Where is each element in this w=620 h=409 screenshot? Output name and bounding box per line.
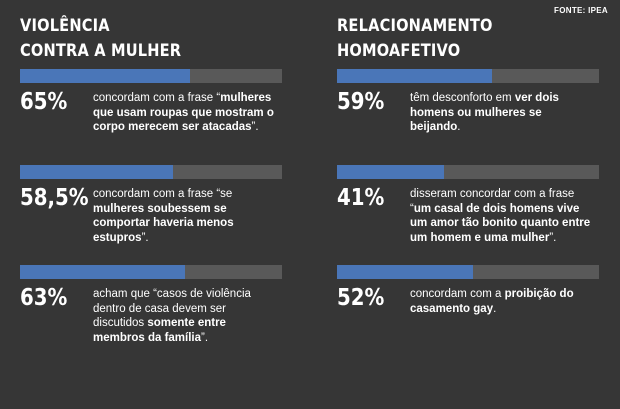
column-title: RELACIONAMENTO HOMOAFETIVO [337, 14, 493, 64]
column-title: VIOLÊNCIA CONTRA A MULHER [20, 14, 181, 64]
stat-description: disseram concordar com a frase “um casal… [410, 187, 592, 245]
progress-bar-fill [337, 265, 474, 279]
stat-percent: 65% [20, 89, 68, 115]
progress-bar-fill [337, 69, 492, 83]
body-text: ”. [201, 331, 209, 344]
progress-bar [20, 265, 282, 279]
progress-bar [337, 265, 599, 279]
column-title-line: CONTRA A MULHER [20, 41, 182, 61]
stat-description: concordam com a frase “se mulheres soube… [93, 187, 275, 245]
stat-description: concordam com a proibição do casamento g… [410, 287, 592, 316]
emphasis-text: mulheres soubessem se comportar haveria … [93, 202, 234, 244]
emphasis-text: somente entre membros da família [93, 317, 226, 344]
body-text: têm desconforto em [410, 92, 515, 104]
emphasis-text: proibição do casamento gay [410, 288, 574, 315]
progress-bar [20, 69, 282, 83]
progress-bar-fill [20, 165, 174, 179]
emphasis-text: ver dois homens ou mulheres se beijando [410, 92, 559, 133]
body-text: . [457, 121, 461, 133]
emphasis-text: mulheres que usam roupas que mostram o c… [93, 92, 274, 133]
stat-description: acham que “casos de violência dentro de … [93, 287, 275, 345]
progress-bar-fill [20, 265, 186, 279]
body-text: disseram concordar com a frase “ [410, 188, 575, 215]
emphasis-text: um casal de dois homens vive um amor tão… [410, 202, 591, 244]
stat-percent: 58,5% [20, 185, 89, 211]
body-text: concordam com a frase “ [93, 92, 221, 104]
body-text: ”. [549, 231, 557, 244]
stat-percent: 59% [337, 89, 385, 115]
stat-description: têm desconforto em ver dois homens ou mu… [410, 91, 592, 135]
stat-description: concordam com a frase “mulheres que usam… [93, 91, 275, 135]
body-text: . [493, 302, 497, 315]
column-title-line: VIOLÊNCIA [20, 16, 110, 36]
progress-bar [20, 165, 282, 179]
body-text: acham que “casos de violência dentro de … [93, 288, 251, 329]
stat-percent: 52% [337, 285, 385, 311]
source-credit: FONTE: IPEA [554, 6, 608, 15]
body-text: ”. [141, 231, 149, 244]
progress-bar-fill [20, 69, 191, 83]
stat-percent: 63% [20, 285, 68, 311]
body-text: concordam com a frase “se [93, 188, 233, 200]
body-text: concordam com a [410, 288, 505, 300]
column-title-line: RELACIONAMENTO [337, 16, 493, 36]
column-title-line: HOMOAFETIVO [337, 41, 461, 61]
progress-bar [337, 69, 599, 83]
progress-bar [337, 165, 599, 179]
progress-bar-fill [337, 165, 445, 179]
stat-percent: 41% [337, 185, 385, 211]
body-text: ”. [251, 121, 259, 133]
